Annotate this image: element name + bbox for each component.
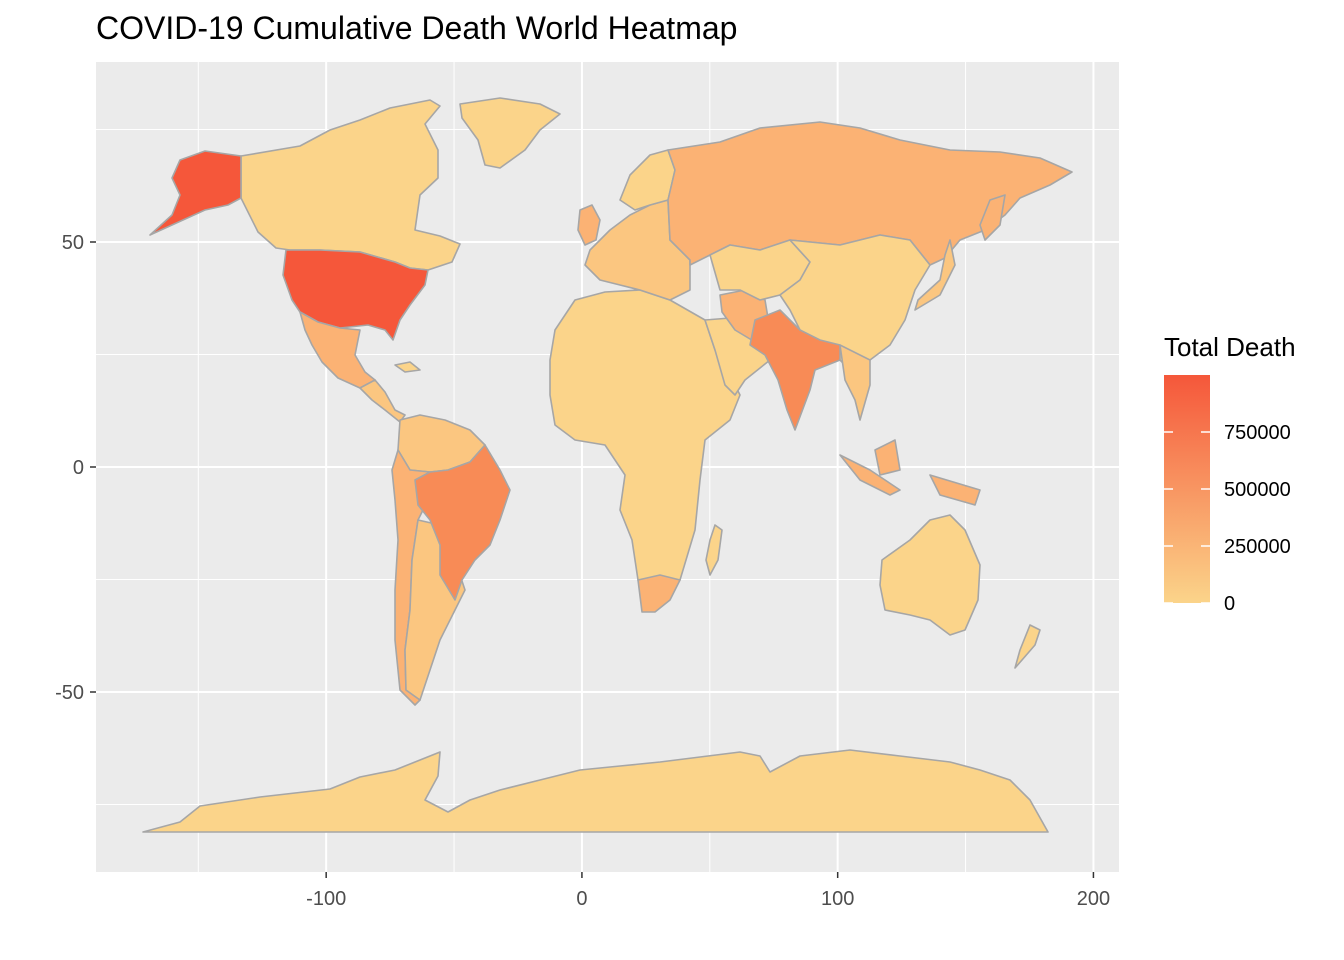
- continent-africa: [549, 289, 741, 611]
- legend-tick-label: 0: [1224, 593, 1235, 615]
- country-brazil: [414, 444, 511, 601]
- country-indonesia: [839, 439, 981, 506]
- legend-ticks: 0 250000 500000 750000: [1164, 422, 1291, 615]
- y-tick-label: 0: [73, 457, 84, 479]
- country-new-zealand: [1014, 624, 1041, 669]
- country-alaska: [149, 150, 242, 236]
- country-south-africa: [637, 574, 681, 613]
- region-central-america: [359, 379, 406, 423]
- country-australia: [879, 514, 981, 636]
- legend-title: Total Death: [1164, 332, 1296, 362]
- continent-europe: [584, 199, 691, 301]
- land-layer: [142, 97, 1073, 833]
- region-southeast-asia: [839, 344, 871, 421]
- country-usa: [282, 249, 429, 341]
- x-tick-label: 200: [1077, 888, 1110, 910]
- country-japan: [914, 239, 956, 311]
- country-india: [749, 309, 841, 431]
- x-tick-label: 0: [576, 888, 587, 910]
- y-tick-label: 50: [62, 232, 84, 254]
- y-tick-label: -50: [55, 682, 84, 704]
- country-antarctica: [142, 749, 1049, 833]
- legend-tick-label: 250000: [1224, 536, 1291, 558]
- x-tick-label: 100: [821, 888, 854, 910]
- axes: -100 0 100 200 50 0 -50: [55, 232, 1110, 910]
- region-caribbean: [394, 361, 421, 373]
- legend-tick-label: 500000: [1224, 479, 1291, 501]
- legend-tick-label: 750000: [1224, 422, 1291, 444]
- legend: Total Death 0 250000 500000 750000: [1164, 332, 1296, 615]
- chart-title: COVID-19 Cumulative Death World Heatmap: [96, 10, 738, 46]
- country-uk: [577, 204, 601, 246]
- region-kamchatka: [979, 194, 1006, 241]
- country-madagascar: [705, 524, 723, 576]
- x-tick-label: -100: [306, 888, 346, 910]
- country-greenland: [459, 97, 561, 169]
